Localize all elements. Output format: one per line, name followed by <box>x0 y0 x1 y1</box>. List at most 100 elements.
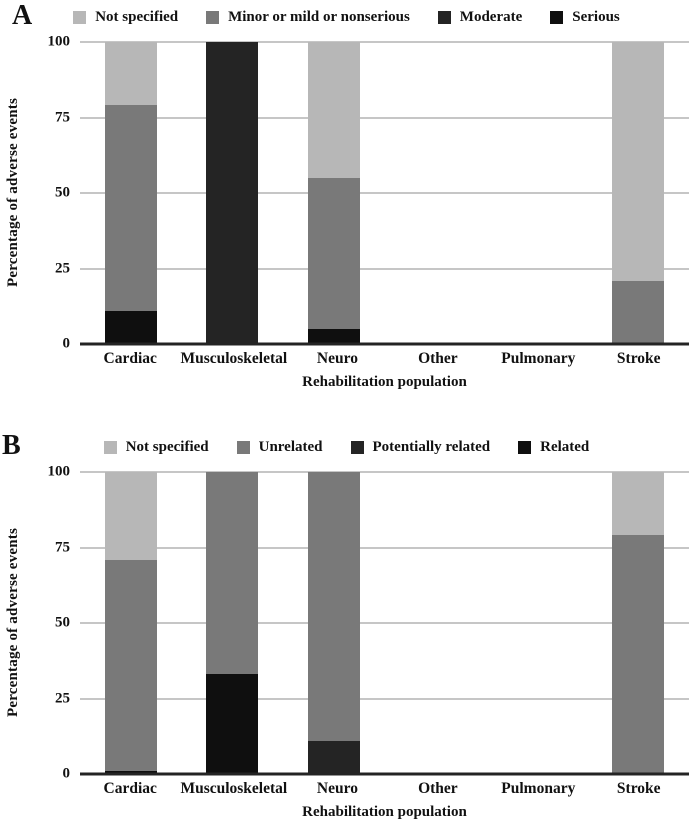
legend-label: Not specified <box>95 8 179 25</box>
bar-column-stroke <box>588 472 690 774</box>
x-category-label: Musculoskeletal <box>180 780 288 797</box>
legend-item: Not specified <box>103 438 209 456</box>
y-tick-label: 100 <box>47 33 71 50</box>
bar-column-pulmonary <box>486 472 588 774</box>
bar-stack <box>409 42 461 344</box>
y-tick-label: 25 <box>55 260 70 276</box>
y-tick-label: 50 <box>55 184 70 201</box>
panel-a-legend: Not specified Minor or mild or nonserious… <box>0 0 693 27</box>
x-category-label: Other <box>418 350 458 367</box>
bar-segment <box>206 674 259 774</box>
panel-b-legend: Not specified Unrelated Potentially relate… <box>0 428 693 457</box>
y-tick-label: 75 <box>55 539 70 555</box>
bar-segment <box>307 472 360 741</box>
bar-stack <box>511 42 563 344</box>
legend-label: Minor or mild or nonserious <box>228 8 410 25</box>
x-axis-title: Rehabilitation population <box>302 804 467 820</box>
bar-segment <box>307 328 360 344</box>
legend-swatch <box>206 10 220 24</box>
legend-label: Related <box>540 438 590 455</box>
bar-stack <box>409 472 461 774</box>
bar-segment <box>612 42 665 281</box>
bar-stack <box>511 472 563 774</box>
bar-segment <box>104 770 157 774</box>
legend-item: Minor or mild or nonserious <box>206 9 410 26</box>
legend-label: Serious <box>572 8 620 25</box>
bar-segment <box>307 177 360 329</box>
bar-stack <box>206 472 259 774</box>
legend-swatch <box>518 440 532 454</box>
bar-segment <box>612 280 665 344</box>
gridline <box>80 192 689 194</box>
x-category-labels: Cardiac Musculoskeletal Neuro Other Pulmonar… <box>80 774 689 804</box>
bar-column-cardiac <box>80 472 182 774</box>
legend-swatch <box>550 10 564 24</box>
gridline <box>80 697 689 700</box>
bar-segment <box>307 42 360 178</box>
legend-item: Serious <box>550 9 620 26</box>
bar-segment <box>104 559 157 771</box>
legend-label: Potentially related <box>372 438 491 455</box>
bar-columns <box>80 42 689 344</box>
bar-segment <box>612 472 665 536</box>
gridline <box>80 622 689 624</box>
x-category-label: Pulmonary <box>501 780 576 797</box>
bar-segment <box>206 472 259 675</box>
bar-stack <box>307 42 360 344</box>
legend-label: Unrelated <box>258 438 323 455</box>
bar-segment <box>612 535 665 774</box>
gridline <box>80 116 689 119</box>
panel-b-label: B <box>2 430 21 461</box>
bar-column-neuro <box>283 42 385 344</box>
bar-segment <box>104 105 157 311</box>
legend-swatch <box>236 440 250 454</box>
panel-a: A Not specified Minor or mild or nonserio… <box>0 0 693 396</box>
legend-item: Potentially related <box>350 438 491 456</box>
y-tick-label: 100 <box>47 463 71 480</box>
y-axis-title: Percentage of adverse events <box>4 528 21 718</box>
x-category-label: Cardiac <box>103 350 157 367</box>
y-tick-label: 0 <box>62 335 71 352</box>
x-category-labels: Cardiac Musculoskeletal Neuro Other Pulmonar… <box>80 344 689 374</box>
bar-columns <box>80 472 689 774</box>
x-category-label: Other <box>418 780 458 797</box>
legend-item: Unrelated <box>236 438 323 456</box>
panel-b: B Not specified Unrelated Potentially rela… <box>0 428 693 826</box>
bar-stack <box>104 42 157 344</box>
x-category-label: Pulmonary <box>501 350 576 367</box>
gridline <box>80 41 689 43</box>
bar-segment <box>104 310 157 344</box>
bar-segment <box>104 42 157 106</box>
bar-stack <box>307 472 360 774</box>
legend-swatch <box>437 10 451 24</box>
y-axis-title: Percentage of adverse events <box>4 98 21 288</box>
x-axis-baseline <box>80 342 689 346</box>
x-category-label: Neuro <box>316 780 358 797</box>
plot-area <box>80 471 689 776</box>
x-category-label: Musculoskeletal <box>180 350 288 367</box>
gridline <box>80 267 689 270</box>
gridline <box>80 546 689 549</box>
y-tick-label: 50 <box>55 614 70 631</box>
bar-column-other <box>385 472 487 774</box>
legend-label: Moderate <box>459 8 523 25</box>
legend-label: Not specified <box>125 438 209 455</box>
x-category-label: Stroke <box>616 780 661 797</box>
y-axis-ticks: 0 25 50 75 100 <box>26 464 80 781</box>
bar-column-pulmonary <box>486 42 588 344</box>
bar-column-neuro <box>283 472 385 774</box>
x-axis-title: Rehabilitation population <box>302 374 467 390</box>
legend-item: Related <box>518 439 589 456</box>
bar-stack <box>206 42 259 344</box>
legend-swatch <box>73 10 87 24</box>
bar-segment <box>307 740 360 774</box>
plot-area <box>80 41 689 346</box>
bar-column-other <box>385 42 487 344</box>
gridline <box>80 471 689 473</box>
bar-column-cardiac <box>80 42 182 344</box>
panel-a-label: A <box>12 0 33 31</box>
bar-column-musculoskeletal <box>182 42 284 344</box>
x-category-label: Cardiac <box>103 780 157 797</box>
bar-column-stroke <box>588 42 690 344</box>
